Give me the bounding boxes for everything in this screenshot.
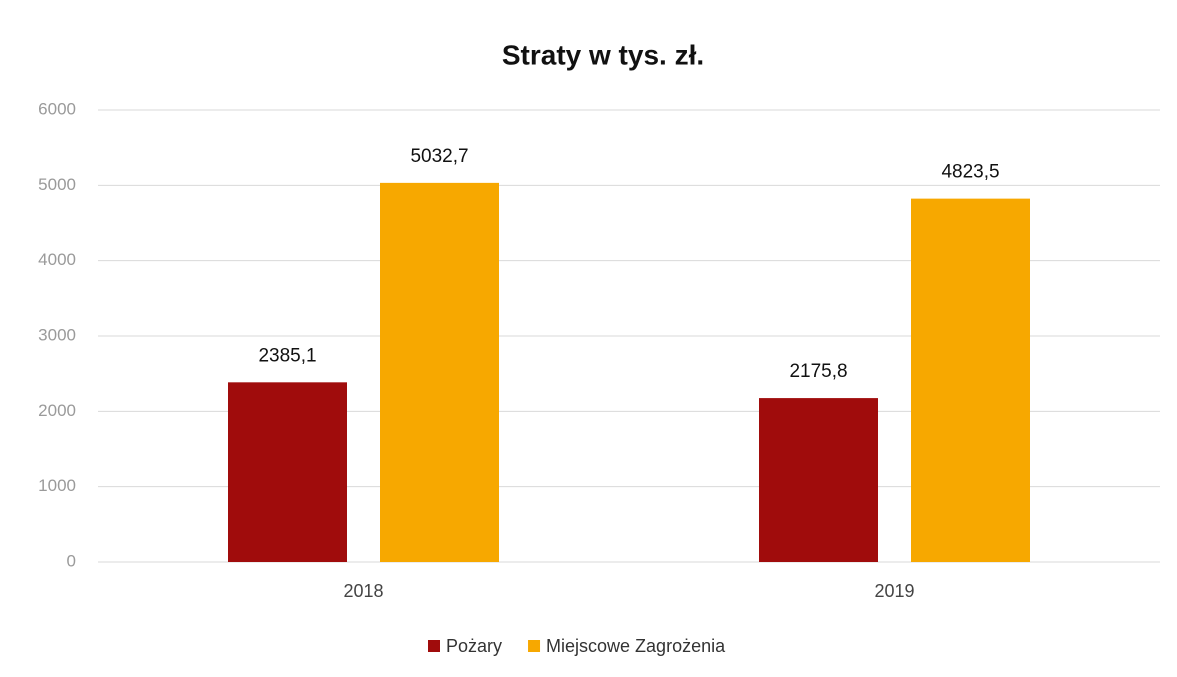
data-label: 5032,7 (410, 146, 468, 167)
y-tick-label: 2000 (38, 401, 76, 420)
y-tick-label: 6000 (38, 99, 76, 118)
bar (228, 382, 347, 562)
legend-label: Miejscowe Zagrożenia (546, 636, 726, 656)
x-tick-label: 2019 (874, 581, 914, 601)
bar (380, 182, 499, 562)
bar (759, 398, 878, 562)
data-label: 2385,1 (258, 345, 316, 366)
legend-swatch (428, 640, 440, 652)
y-tick-label: 5000 (38, 175, 76, 194)
chart-title: Straty w tys. zł. (502, 39, 704, 70)
y-tick-label: 0 (67, 551, 76, 570)
data-label: 4823,5 (941, 162, 999, 183)
legend-label: Pożary (446, 636, 502, 656)
bar (911, 198, 1030, 562)
x-tick-label: 2018 (343, 581, 383, 601)
y-tick-label: 3000 (38, 325, 76, 344)
data-label: 2175,8 (789, 361, 847, 382)
y-tick-label: 1000 (38, 476, 76, 495)
y-tick-label: 4000 (38, 250, 76, 269)
legend-swatch (528, 640, 541, 652)
